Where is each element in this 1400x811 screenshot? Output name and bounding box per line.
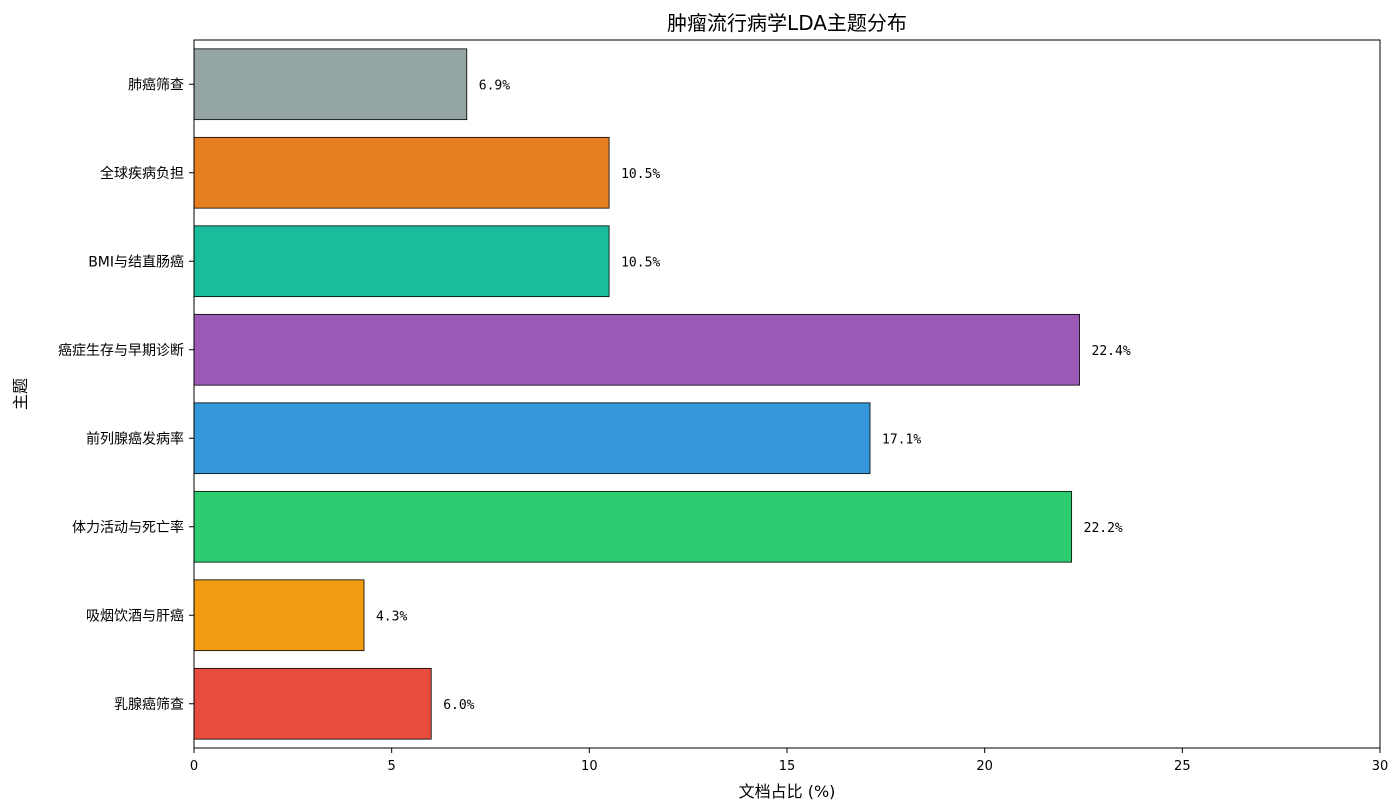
bar-8	[193, 48, 468, 121]
x-tick-label: 5	[388, 759, 396, 774]
bar-6	[193, 225, 610, 298]
bar-value-label: 22.4%	[1092, 344, 1131, 359]
y-tick-label: 癌症生存与早期诊断	[58, 343, 184, 359]
bars-group	[193, 48, 1080, 740]
y-tick-label: 全球疾病负担	[100, 165, 184, 182]
y-axis: 乳腺癌筛查 吸烟饮酒与肝癌 体力活动与死亡率 前列腺癌发病率 癌症生存与早期诊断 BMI与…	[58, 77, 194, 713]
bar-value-label: 22.2%	[1084, 521, 1123, 536]
x-tick-label: 25	[1174, 759, 1191, 774]
y-tick-label: 吸烟饮酒与肝癌	[86, 608, 184, 624]
bar-value-label: 4.3%	[376, 609, 407, 624]
bar-value-label: 6.9%	[479, 78, 510, 93]
bar-4	[193, 402, 871, 475]
x-tick-label: 0	[190, 759, 198, 774]
bar-value-label: 17.1%	[882, 432, 921, 447]
bar-value-label: 10.5%	[621, 167, 660, 182]
x-axis-label: 文档占比 (%)	[739, 782, 836, 801]
x-tick-label: 15	[779, 759, 796, 774]
bar-2	[193, 579, 365, 652]
x-axis: 0 5 10 15 20 25 30	[190, 748, 1388, 774]
x-tick-label: 20	[976, 759, 993, 774]
bar-1	[193, 667, 432, 740]
bar-value-label: 6.0%	[443, 698, 474, 713]
value-labels-group: 6.0% 4.3% 22.2% 17.1% 22.4% 10.5% 10.5% 6.9%	[376, 78, 1131, 713]
x-tick-label: 10	[581, 759, 598, 774]
bar-value-label: 10.5%	[621, 255, 660, 270]
bar-5	[193, 313, 1080, 386]
chart-title: 肿瘤流行病学LDA主题分布	[667, 11, 907, 35]
y-tick-label: 体力活动与死亡率	[72, 519, 184, 536]
y-axis-label: 主题	[11, 378, 30, 410]
y-tick-label: 前列腺癌发病率	[86, 430, 184, 447]
bar-7	[193, 136, 610, 209]
y-tick-label: BMI与结直肠癌	[88, 253, 184, 270]
x-tick-label: 30	[1372, 759, 1389, 774]
bar-3	[193, 490, 1073, 563]
y-tick-label: 肺癌筛查	[128, 77, 184, 93]
y-tick-label: 乳腺癌筛查	[114, 697, 184, 713]
